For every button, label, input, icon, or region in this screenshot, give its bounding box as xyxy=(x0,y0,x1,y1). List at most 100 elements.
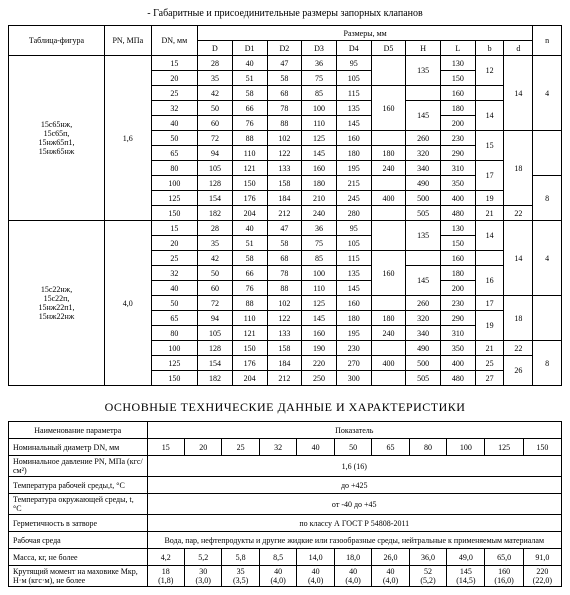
col-D5: D5 xyxy=(371,41,406,56)
cell-b xyxy=(475,251,504,266)
cell-H: 340 xyxy=(406,161,441,176)
cell-D4: 160 xyxy=(336,131,371,146)
table-row: Масса, кг, не более4,25,25,88,514,018,02… xyxy=(9,549,562,566)
t2-cell: 25 xyxy=(222,439,259,456)
table1-title: - Габаритные и присоединительные размеры… xyxy=(8,8,562,19)
cell-D: 60 xyxy=(198,116,233,131)
cell-D3: 145 xyxy=(302,146,337,161)
cell-dn: 65 xyxy=(151,311,198,326)
cell-D2: 47 xyxy=(267,221,302,236)
cell-H: 145 xyxy=(406,101,441,131)
cell-b xyxy=(475,86,504,101)
col-sizes: Размеры, мм xyxy=(198,26,533,41)
t2-label: Номинальный диаметр DN, мм xyxy=(9,439,148,456)
cell-D: 50 xyxy=(198,101,233,116)
col-dn: DN, мм xyxy=(151,26,198,56)
cell-D5: 240 xyxy=(371,326,406,341)
cell-dn: 100 xyxy=(151,341,198,356)
cell-n xyxy=(533,131,562,176)
cell-b: 14 xyxy=(475,101,504,131)
cell-d: 14 xyxy=(504,221,533,296)
cell-n: 8 xyxy=(533,176,562,221)
cell-D2: 184 xyxy=(267,191,302,206)
cell-L: 480 xyxy=(441,371,476,386)
cell-H: 505 xyxy=(406,206,441,221)
cell-d: 26 xyxy=(504,356,533,386)
t2-h-val: Показатель xyxy=(147,422,562,439)
cell-b: 19 xyxy=(475,311,504,341)
t2-cell: 150 xyxy=(523,439,561,456)
table-row: Номинальное давление PN, МПа (кгс/см²)1,… xyxy=(9,456,562,477)
cell-L: 130 xyxy=(441,56,476,71)
cell-D3: 85 xyxy=(302,251,337,266)
cell-D2: 212 xyxy=(267,371,302,386)
cell-D: 72 xyxy=(198,296,233,311)
cell-D1: 150 xyxy=(232,341,267,356)
group-name: 15с65нж, 15с65п, 15нж65п1, 15нж65нж xyxy=(9,56,105,221)
cell-D4: 245 xyxy=(336,191,371,206)
t2-label: Крутящий момент на маховике Мкр, Н·м (кг… xyxy=(9,566,148,587)
cell-D2: 102 xyxy=(267,131,302,146)
cell-n: 4 xyxy=(533,56,562,131)
cell-D3: 160 xyxy=(302,326,337,341)
t2-cell: 50 xyxy=(334,439,371,456)
cell-D3: 36 xyxy=(302,56,337,71)
cell-L: 150 xyxy=(441,71,476,86)
t2-cell: 40 xyxy=(297,439,334,456)
cell-D3: 160 xyxy=(302,161,337,176)
cell-D: 35 xyxy=(198,236,233,251)
t2-cell: 18 (1,8) xyxy=(147,566,184,587)
dimensions-table: Таблица-фигура PN, МПа DN, мм Размеры, м… xyxy=(8,25,562,386)
cell-D4: 145 xyxy=(336,281,371,296)
cell-D1: 66 xyxy=(232,266,267,281)
cell-D2: 122 xyxy=(267,146,302,161)
t2-span: 1,6 (16) xyxy=(147,456,562,477)
cell-D2: 184 xyxy=(267,356,302,371)
cell-D1: 76 xyxy=(232,116,267,131)
cell-D3: 125 xyxy=(302,296,337,311)
cell-L: 160 xyxy=(441,86,476,101)
cell-D2: 88 xyxy=(267,281,302,296)
cell-D4: 135 xyxy=(336,266,371,281)
cell-D: 154 xyxy=(198,356,233,371)
cell-H: 135 xyxy=(406,56,441,86)
cell-L: 290 xyxy=(441,311,476,326)
cell-D4: 230 xyxy=(336,341,371,356)
cell-D1: 150 xyxy=(232,176,267,191)
cell-D2: 58 xyxy=(267,71,302,86)
cell-b: 15 xyxy=(475,131,504,161)
cell-D: 182 xyxy=(198,206,233,221)
table-row: 15с22нж, 15с22п, 15нж22п1, 15нж22нж4,015… xyxy=(9,221,562,236)
cell-D2: 78 xyxy=(267,101,302,116)
cell-b: 21 xyxy=(475,206,504,221)
cell-D5 xyxy=(371,341,406,356)
cell-L: 200 xyxy=(441,116,476,131)
t2-cell: 49,0 xyxy=(447,549,485,566)
cell-D5 xyxy=(371,56,406,86)
t2-cell: 4,2 xyxy=(147,549,184,566)
cell-b: 16 xyxy=(475,266,504,296)
cell-D: 50 xyxy=(198,266,233,281)
cell-D: 94 xyxy=(198,146,233,161)
cell-D1: 58 xyxy=(232,86,267,101)
cell-L: 400 xyxy=(441,356,476,371)
cell-L: 230 xyxy=(441,296,476,311)
cell-D4: 105 xyxy=(336,71,371,86)
cell-dn: 150 xyxy=(151,371,198,386)
cell-L: 350 xyxy=(441,176,476,191)
col-D2: D2 xyxy=(267,41,302,56)
cell-D: 154 xyxy=(198,191,233,206)
cell-L: 290 xyxy=(441,146,476,161)
specs-table: Наименование параметра ПоказательНоминал… xyxy=(8,421,562,587)
cell-d: 18 xyxy=(504,296,533,341)
t2-cell: 18,0 xyxy=(334,549,371,566)
cell-L: 150 xyxy=(441,236,476,251)
t2-cell: 36,0 xyxy=(409,549,446,566)
cell-dn: 15 xyxy=(151,56,198,71)
cell-D2: 158 xyxy=(267,341,302,356)
cell-D2: 133 xyxy=(267,161,302,176)
t2-cell: 40 (4,0) xyxy=(297,566,334,587)
cell-D5 xyxy=(371,371,406,386)
t2-cell: 65 xyxy=(372,439,409,456)
col-D3: D3 xyxy=(302,41,337,56)
